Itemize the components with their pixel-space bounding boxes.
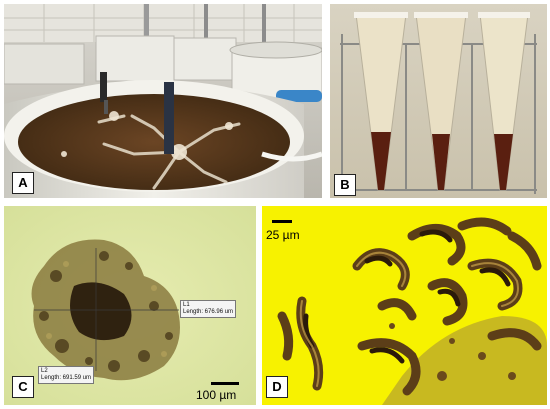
cone-3 [478,12,530,191]
measurement-l1-id: L1 [183,302,190,308]
measurement-l1-length: Length: 676.96 um [183,309,234,315]
panel-c-floc-micrograph: L1 Length: 676.96 um L2 Length: 691.59 u… [4,206,256,405]
panel-a-tank-photo: A [4,4,322,198]
tank-photo [4,4,322,198]
measurement-l2-id: L2 [41,368,48,374]
cones-photo [330,4,547,198]
measurement-l2-length: Length: 691.59 um [41,375,92,381]
filament-image [262,206,547,405]
measurement-label-l1: L1 Length: 676.96 um [180,300,237,318]
panel-c-label: C [12,376,34,398]
panel-b-cones-photo: B [330,4,547,198]
cone-1 [354,12,408,191]
scale-bar-label-d: 25 µm [266,228,300,242]
cone-2 [414,12,468,191]
panel-a-label: A [12,172,34,194]
panel-b-label: B [334,174,356,196]
panel-d-label: D [266,376,288,398]
measurement-label-l2: L2 Length: 691.59 um [38,366,95,384]
panel-d-filament-micrograph: 25 µm D [262,206,547,405]
scale-bar-label-c: 100 µm [196,388,237,402]
